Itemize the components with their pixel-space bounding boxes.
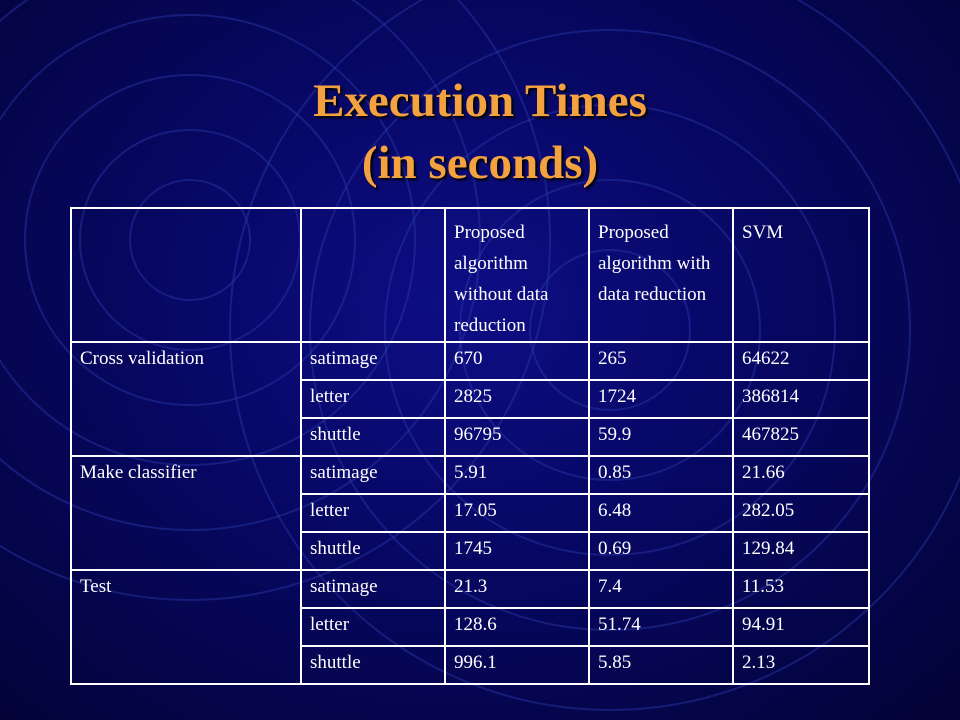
execution-times-table: Proposed algorithm without data reductio…	[70, 207, 870, 685]
header-cell-empty-1	[70, 207, 302, 343]
header-with-reduction: Proposed algorithm with data reduction	[588, 207, 734, 343]
table-row: Cross validation satimage 670 265 64622	[70, 341, 870, 457]
no-reduction-cell: 1745	[444, 531, 590, 571]
no-reduction-cell: 2825	[444, 379, 590, 419]
dataset-cell: satimage	[300, 569, 446, 609]
svm-cell: 64622	[732, 341, 870, 381]
dataset-cell: satimage	[300, 455, 446, 495]
dataset-cell: shuttle	[300, 417, 446, 457]
with-reduction-cell: 6.48	[588, 493, 734, 533]
dataset-cell: letter	[300, 379, 446, 419]
group-label: Make classifier	[70, 455, 302, 571]
svm-cell: 21.66	[732, 455, 870, 495]
with-reduction-cell: 0.69	[588, 531, 734, 571]
header-no-reduction: Proposed algorithm without data reductio…	[444, 207, 590, 343]
with-reduction-cell: 59.9	[588, 417, 734, 457]
dataset-cell: shuttle	[300, 531, 446, 571]
with-reduction-cell: 7.4	[588, 569, 734, 609]
title-line-1: Execution Times	[313, 75, 647, 127]
dataset-cell: letter	[300, 607, 446, 647]
header-cell-empty-2	[300, 207, 446, 343]
table-row: Make classifier satimage 5.91 0.85 21.66	[70, 455, 870, 571]
no-reduction-cell: 670	[444, 341, 590, 381]
group-label: Test	[70, 569, 302, 685]
no-reduction-cell: 21.3	[444, 569, 590, 609]
table-row: Test satimage 21.3 7.4 11.53	[70, 569, 870, 685]
svm-cell: 467825	[732, 417, 870, 457]
dataset-cell: satimage	[300, 341, 446, 381]
table-row: letter 2825 1724 386814	[71, 379, 870, 419]
with-reduction-cell: 51.74	[588, 607, 734, 647]
with-reduction-cell: 0.85	[588, 455, 734, 495]
group-label: Cross validation	[70, 341, 302, 457]
svm-cell: 11.53	[732, 569, 870, 609]
header-row: Proposed algorithm without data reductio…	[70, 207, 870, 343]
table-row: shuttle 996.1 5.85 2.13	[71, 645, 870, 685]
with-reduction-cell: 265	[588, 341, 734, 381]
svm-cell: 129.84	[732, 531, 870, 571]
svm-cell: 282.05	[732, 493, 870, 533]
dataset-cell: shuttle	[300, 645, 446, 685]
header-svm: SVM	[732, 207, 870, 343]
no-reduction-cell: 17.05	[444, 493, 590, 533]
svm-cell: 94.91	[732, 607, 870, 647]
svm-cell: 386814	[732, 379, 870, 419]
table-row: letter 128.6 51.74 94.91	[71, 607, 870, 647]
no-reduction-cell: 5.91	[444, 455, 590, 495]
table-row: letter 17.05 6.48 282.05	[71, 493, 870, 533]
with-reduction-cell: 5.85	[588, 645, 734, 685]
svm-cell: 2.13	[732, 645, 870, 685]
title-line-2: (in seconds)	[361, 137, 599, 189]
table-row: shuttle 96795 59.9 467825	[71, 417, 870, 457]
slide-title: Execution Times (in seconds)	[0, 70, 960, 194]
with-reduction-cell: 1724	[588, 379, 734, 419]
no-reduction-cell: 128.6	[444, 607, 590, 647]
table-row: shuttle 1745 0.69 129.84	[71, 531, 870, 571]
no-reduction-cell: 96795	[444, 417, 590, 457]
dataset-cell: letter	[300, 493, 446, 533]
no-reduction-cell: 996.1	[444, 645, 590, 685]
